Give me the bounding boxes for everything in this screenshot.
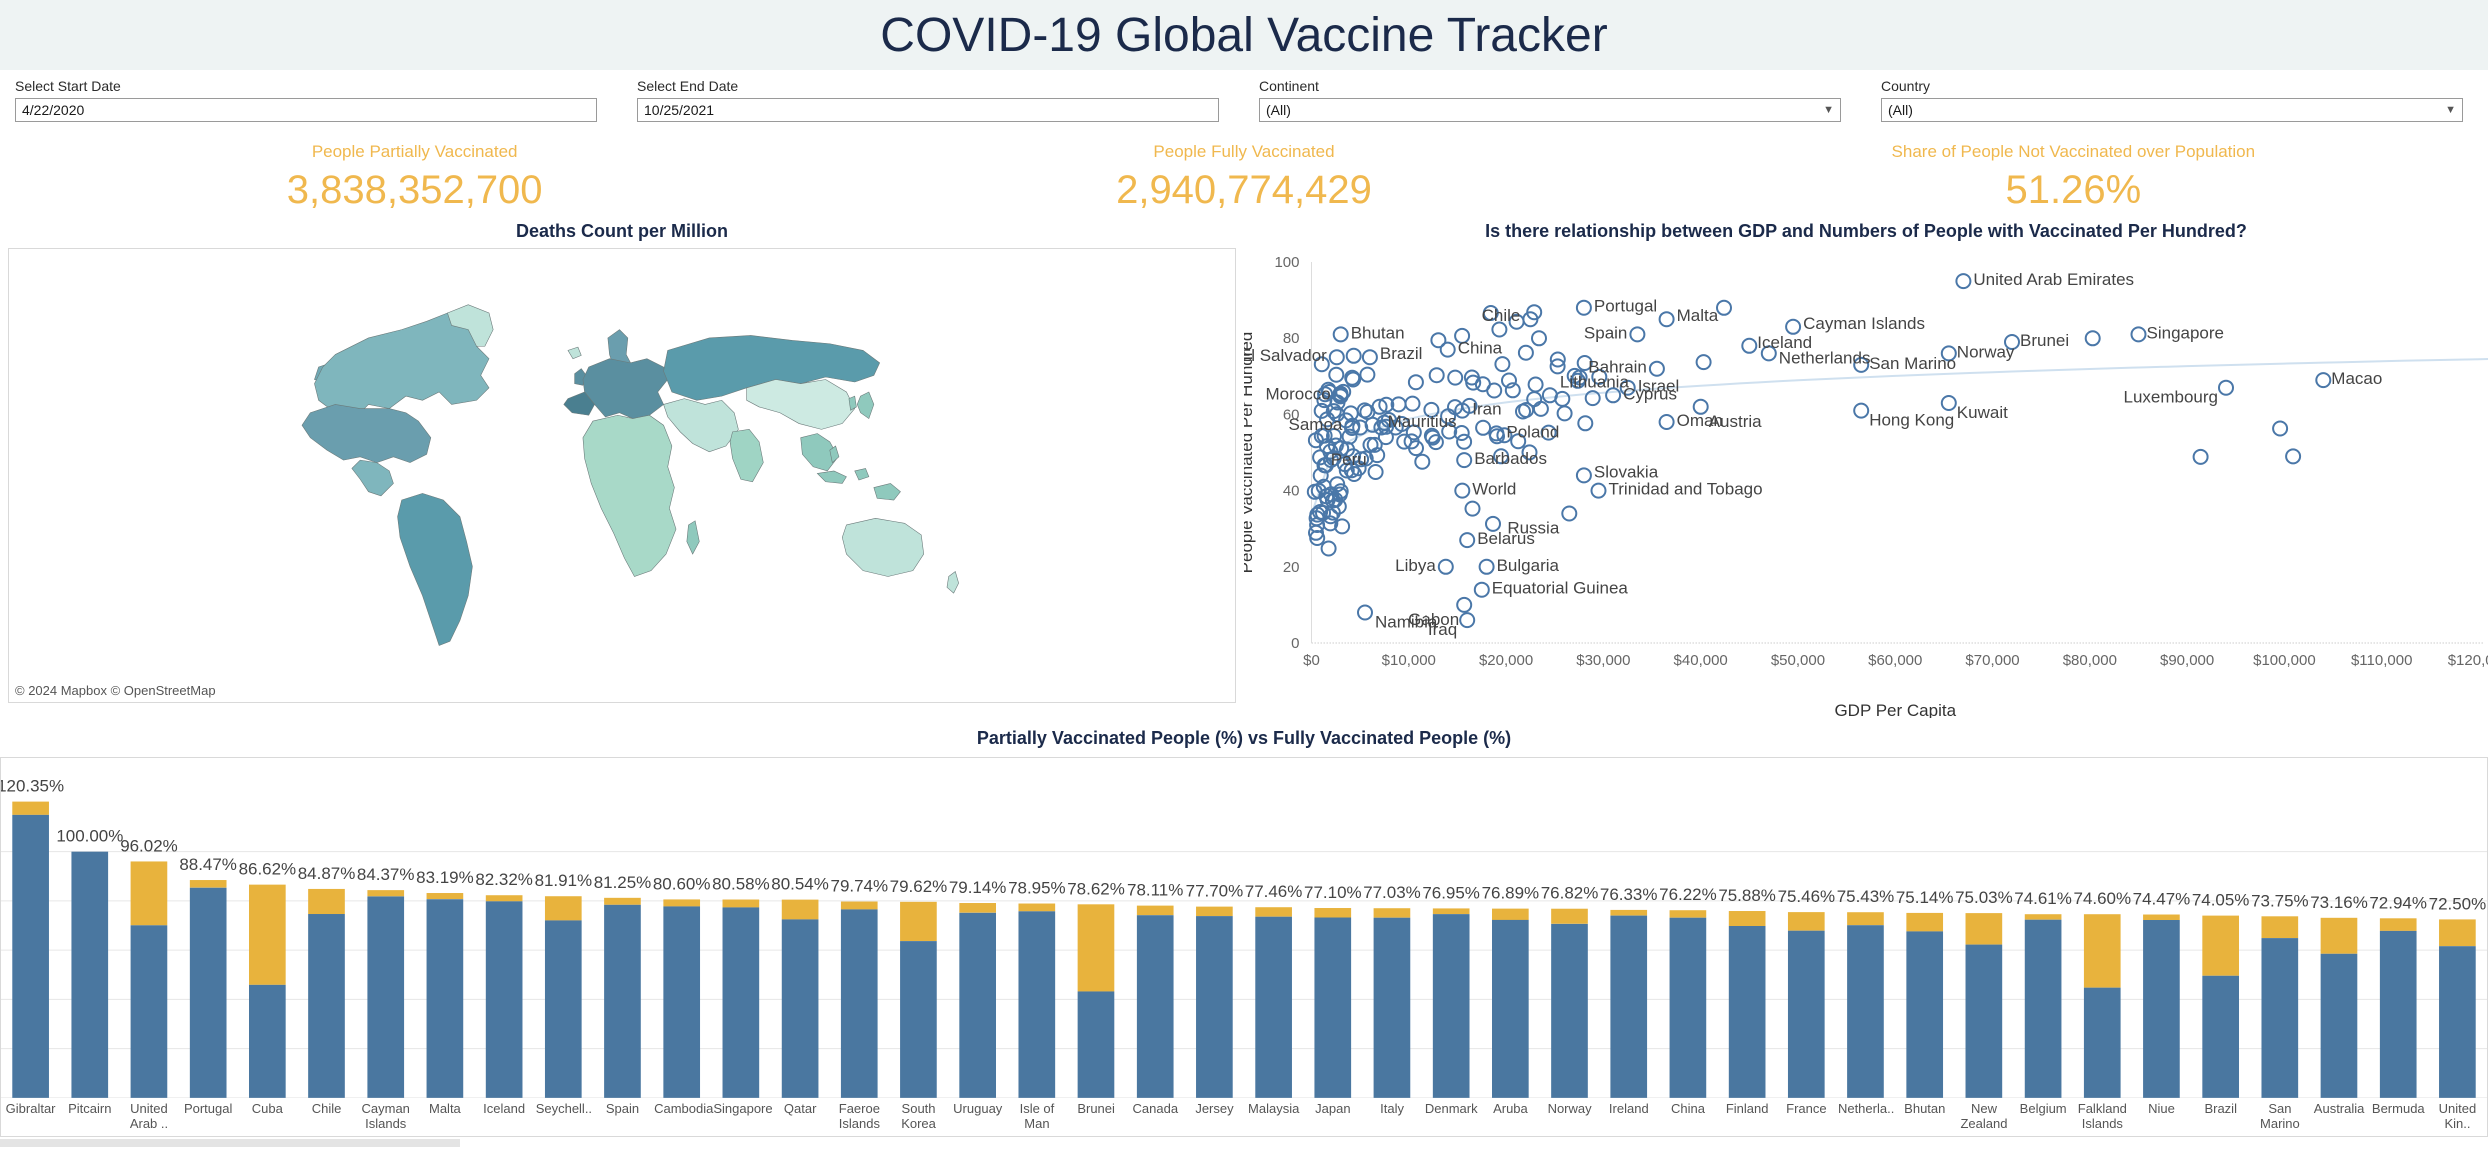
svg-text:75.88%: 75.88% [1718, 886, 1776, 905]
svg-text:75.43%: 75.43% [1837, 887, 1895, 906]
svg-text:73.75%: 73.75% [2251, 891, 2309, 910]
svg-text:Slovakia: Slovakia [1594, 462, 1659, 481]
svg-text:78.11%: 78.11% [1127, 881, 1183, 900]
svg-text:Bulgaria: Bulgaria [1497, 556, 1560, 575]
svg-text:$50,000: $50,000 [1771, 652, 1825, 669]
svg-text:76.82%: 76.82% [1541, 884, 1599, 903]
svg-text:$70,000: $70,000 [1965, 652, 2019, 669]
svg-text:40: 40 [1283, 483, 1300, 500]
svg-text:Brunei: Brunei [2020, 331, 2069, 350]
svg-text:China: China [1458, 339, 1503, 358]
svg-text:100.00%: 100.00% [56, 827, 123, 846]
svg-text:$120,000: $120,000 [2448, 652, 2488, 669]
svg-text:GDP Per Capita: GDP Per Capita [1834, 701, 1956, 718]
svg-text:74.05%: 74.05% [2192, 891, 2250, 910]
svg-text:Bhutan: Bhutan [1351, 323, 1405, 342]
svg-text:84.37%: 84.37% [357, 865, 415, 884]
svg-text:San Marino: San Marino [1869, 354, 1956, 373]
svg-text:Cayman Islands: Cayman Islands [1803, 314, 1925, 333]
svg-text:77.10%: 77.10% [1304, 883, 1362, 902]
svg-text:Kuwait: Kuwait [1957, 403, 2008, 422]
svg-text:Gabon: Gabon [1408, 610, 1459, 629]
svg-text:Singapore: Singapore [2147, 323, 2225, 342]
svg-text:Bahrain: Bahrain [1588, 358, 1647, 377]
svg-text:United Arab Emirates: United Arab Emirates [1973, 270, 2134, 289]
svg-text:Spain: Spain [1584, 323, 1627, 342]
svg-text:74.47%: 74.47% [2133, 890, 2191, 909]
svg-text:75.46%: 75.46% [1778, 887, 1836, 906]
svg-text:0: 0 [1291, 635, 1299, 652]
svg-text:Poland: Poland [1506, 422, 1559, 441]
svg-text:80.60%: 80.60% [653, 874, 711, 893]
svg-text:73.16%: 73.16% [2310, 893, 2368, 912]
svg-text:El Salvador: El Salvador [1244, 346, 1327, 365]
svg-text:72.50%: 72.50% [2429, 894, 2487, 913]
svg-text:Barbados: Barbados [1474, 449, 1547, 468]
svg-text:80.58%: 80.58% [712, 875, 770, 894]
svg-text:81.25%: 81.25% [594, 873, 652, 892]
svg-text:20: 20 [1283, 559, 1300, 576]
svg-text:86.62%: 86.62% [239, 860, 297, 879]
svg-text:$90,000: $90,000 [2160, 652, 2214, 669]
svg-text:$100,000: $100,000 [2253, 652, 2316, 669]
svg-text:76.22%: 76.22% [1659, 885, 1717, 904]
svg-text:74.61%: 74.61% [2014, 889, 2072, 908]
svg-text:$80,000: $80,000 [2063, 652, 2117, 669]
svg-text:$40,000: $40,000 [1674, 652, 1728, 669]
svg-text:$110,000: $110,000 [2351, 652, 2412, 669]
svg-text:72.94%: 72.94% [2369, 893, 2427, 912]
svg-text:$10,000: $10,000 [1382, 652, 1436, 669]
svg-text:Norway: Norway [1957, 342, 2015, 361]
svg-text:People Vaccinated Per Hundred: People Vaccinated Per Hundred [1244, 332, 1256, 574]
svg-text:Iran: Iran [1472, 400, 1501, 419]
svg-text:84.87%: 84.87% [298, 864, 356, 883]
svg-text:Chile: Chile [1482, 306, 1521, 325]
svg-text:74.60%: 74.60% [2074, 889, 2132, 908]
svg-text:Portugal: Portugal [1594, 297, 1657, 316]
svg-text:Peru: Peru [1331, 450, 1367, 469]
svg-text:Hong Kong: Hong Kong [1869, 411, 1954, 430]
svg-text:76.95%: 76.95% [1422, 883, 1480, 902]
svg-text:79.14%: 79.14% [949, 878, 1007, 897]
svg-text:76.33%: 76.33% [1600, 885, 1658, 904]
svg-text:$0: $0 [1303, 652, 1320, 669]
svg-text:Libya: Libya [1395, 556, 1436, 575]
svg-text:75.03%: 75.03% [1955, 888, 2013, 907]
svg-text:Malta: Malta [1677, 306, 1719, 325]
svg-text:100: 100 [1274, 254, 1299, 271]
svg-text:82.32%: 82.32% [475, 870, 533, 889]
svg-text:Cyprus: Cyprus [1623, 384, 1677, 403]
svg-text:Samoa: Samoa [1289, 415, 1343, 434]
svg-text:$20,000: $20,000 [1479, 652, 1533, 669]
svg-text:120.35%: 120.35% [1, 777, 64, 796]
svg-text:77.46%: 77.46% [1245, 882, 1303, 901]
svg-text:79.62%: 79.62% [890, 877, 948, 896]
svg-text:Netherlands: Netherlands [1779, 348, 1871, 367]
svg-text:88.47%: 88.47% [179, 855, 237, 874]
svg-text:80: 80 [1283, 330, 1300, 347]
svg-text:79.74%: 79.74% [831, 877, 889, 896]
svg-text:Morocco: Morocco [1266, 384, 1331, 403]
svg-text:Luxembourg: Luxembourg [2123, 388, 2218, 407]
svg-text:77.70%: 77.70% [1186, 882, 1244, 901]
svg-text:78.95%: 78.95% [1008, 879, 1066, 898]
svg-text:76.89%: 76.89% [1482, 884, 1540, 903]
svg-text:Macao: Macao [2331, 369, 2382, 388]
svg-text:Equatorial Guinea: Equatorial Guinea [1492, 579, 1629, 598]
svg-text:Oman: Oman [1677, 411, 1723, 430]
svg-text:83.19%: 83.19% [416, 868, 474, 887]
svg-text:78.62%: 78.62% [1067, 879, 1125, 898]
svg-text:Brazil: Brazil [1380, 344, 1423, 363]
svg-text:75.14%: 75.14% [1896, 888, 1954, 907]
svg-text:World: World [1472, 480, 1516, 499]
svg-text:Trinidad and Tobago: Trinidad and Tobago [1609, 480, 1763, 499]
svg-text:96.02%: 96.02% [120, 836, 178, 855]
svg-text:$60,000: $60,000 [1868, 652, 1922, 669]
svg-text:80.54%: 80.54% [771, 875, 829, 894]
svg-text:Mauritius: Mauritius [1388, 412, 1457, 431]
svg-text:$30,000: $30,000 [1576, 652, 1630, 669]
svg-text:81.91%: 81.91% [535, 871, 593, 890]
svg-text:77.03%: 77.03% [1363, 883, 1421, 902]
svg-text:Belarus: Belarus [1477, 529, 1535, 548]
